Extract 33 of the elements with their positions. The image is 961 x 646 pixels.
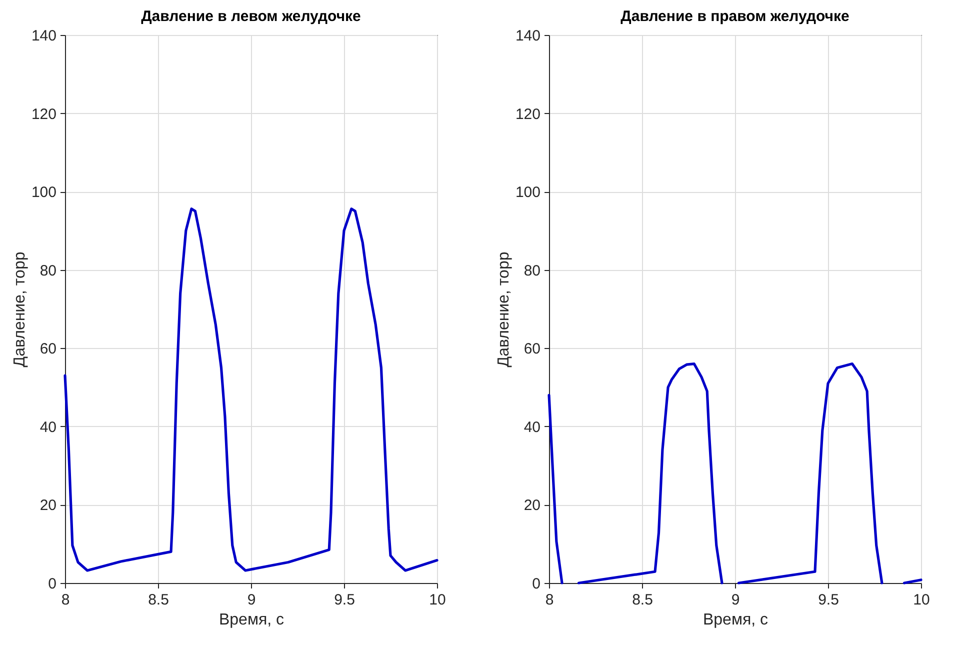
chart-title: Давление в левом желудочке	[141, 8, 361, 25]
y-axis-title: Давление, торр	[495, 252, 512, 368]
y-tick-label: 120	[31, 106, 56, 123]
y-tick-label: 60	[40, 340, 56, 358]
y-tick-label: 100	[515, 184, 540, 202]
x-tick-label: 9	[731, 592, 740, 608]
y-tick-label: 120	[515, 106, 540, 123]
x-tick-label: 9.5	[334, 592, 355, 608]
y-tick-label: 60	[524, 340, 540, 358]
y-tick-label: 100	[31, 184, 56, 202]
y-tick-label: 20	[524, 497, 540, 514]
y-tick-label: 40	[524, 418, 540, 436]
y-tick-label: 0	[532, 576, 540, 592]
x-tick-label: 8	[545, 592, 554, 608]
x-tick-label: 8.5	[632, 592, 653, 608]
y-axis-title: Давление, торр	[11, 252, 28, 368]
y-tick-label: 140	[31, 28, 56, 44]
y-tick-label: 20	[40, 497, 56, 514]
line-series	[64, 207, 438, 572]
x-tick-label: 10	[429, 592, 446, 608]
x-tick-label: 10	[913, 592, 930, 608]
chart-title: Давление в правом желудочке	[620, 8, 850, 25]
x-tick-label: 8	[61, 592, 70, 608]
y-tick-label: 80	[40, 262, 56, 280]
y-tick-label: 140	[515, 28, 540, 44]
y-tick-label: 40	[40, 418, 56, 436]
x-tick-label: 9	[247, 592, 256, 608]
x-tick-label: 8.5	[148, 592, 169, 608]
y-tick-label: 80	[524, 262, 540, 280]
x-axis-title: Время, с	[702, 612, 768, 628]
x-tick-label: 9.5	[818, 592, 839, 608]
x-axis-title: Время, с	[218, 612, 284, 628]
y-tick-label: 0	[48, 576, 56, 592]
